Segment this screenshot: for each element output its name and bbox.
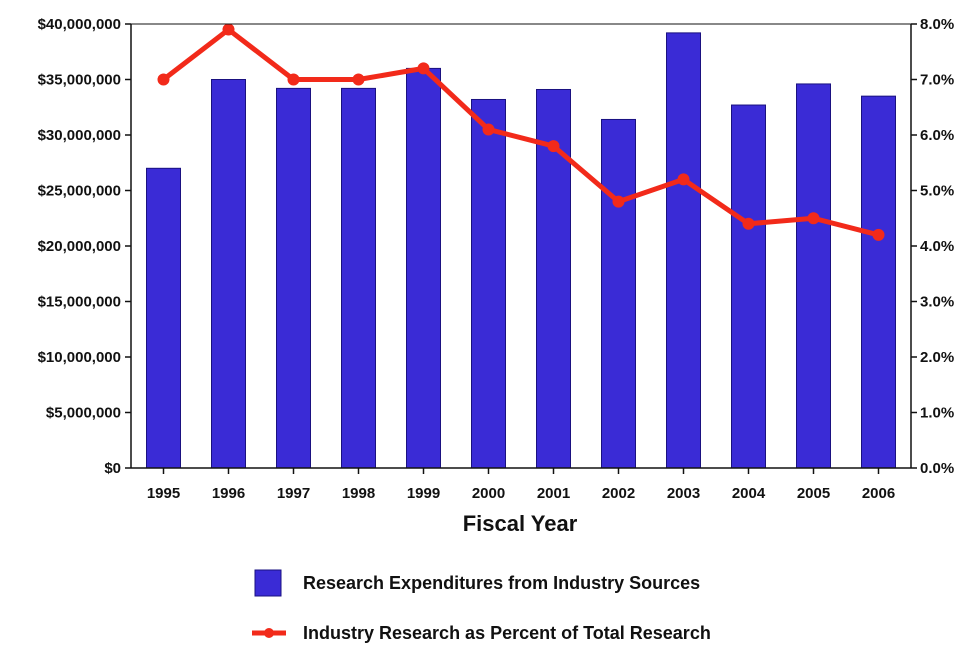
- percent-point-1995: [157, 73, 170, 86]
- percent-point-1996: [222, 23, 235, 36]
- legend-bar-label: Research Expenditures from Industry Sour…: [303, 573, 700, 593]
- x-axis-ticks: 1995 1996 1997 1998 1999 2000 2001 2002 2003 2004…: [147, 468, 895, 502]
- percent-point-2005: [807, 212, 820, 225]
- right-tick-label: 3.0%: [920, 294, 954, 311]
- bar-2003: [666, 32, 701, 469]
- x-tick-label: 2004: [732, 485, 766, 502]
- bar-1996: [211, 79, 246, 469]
- x-tick-label: 1999: [407, 485, 440, 502]
- right-tick-label: 1.0%: [920, 405, 954, 422]
- percent-point-2006: [872, 228, 885, 241]
- x-tick-label: 1995: [147, 485, 180, 502]
- left-tick-label: $25,000,000: [38, 183, 121, 200]
- bar-2006: [861, 95, 896, 469]
- left-tick-label: $40,000,000: [38, 16, 121, 33]
- bar-1998: [341, 87, 376, 469]
- right-tick-label: 6.0%: [920, 127, 954, 144]
- x-tick-label: 2002: [602, 485, 635, 502]
- bar-2000: [471, 98, 506, 469]
- legend-line-label: Industry Research as Percent of Total Re…: [303, 623, 711, 643]
- percent-point-2002: [612, 195, 625, 208]
- right-axis-ticks: 0.0% 1.0% 2.0% 3.0% 4.0% 5.0% 6.0% 7.0% 8.0%: [911, 16, 954, 477]
- right-tick-label: 4.0%: [920, 238, 954, 255]
- left-tick-label: $20,000,000: [38, 238, 121, 255]
- right-tick-label: 2.0%: [920, 349, 954, 366]
- percent-point-1999: [417, 62, 430, 75]
- left-tick-label: $0: [104, 460, 121, 477]
- percent-point-1997: [287, 73, 300, 86]
- left-tick-label: $35,000,000: [38, 72, 121, 89]
- percent-point-1998: [352, 73, 365, 86]
- x-tick-label: 1998: [342, 485, 375, 502]
- bars-group: [146, 32, 896, 469]
- percent-line: [161, 27, 881, 238]
- left-tick-label: $30,000,000: [38, 127, 121, 144]
- bar-2002: [601, 118, 636, 469]
- left-tick-label: $5,000,000: [46, 405, 121, 422]
- legend-line-marker: [264, 628, 274, 638]
- left-axis-ticks: $0 $5,000,000 $10,000,000 $15,000,000 $20,00…: [38, 16, 131, 477]
- legend: Research Expenditures from Industry Sour…: [252, 569, 711, 643]
- right-tick-label: 7.0%: [920, 72, 954, 89]
- x-tick-label: 1997: [277, 485, 310, 502]
- percent-point-2004: [742, 217, 755, 230]
- axes-group: [130, 23, 912, 469]
- bar-2005: [796, 83, 831, 469]
- line-group: [157, 23, 885, 241]
- x-tick-label: 2003: [667, 485, 700, 502]
- right-tick-label: 0.0%: [920, 460, 954, 477]
- bar-1999: [406, 67, 441, 469]
- percent-point-2001: [547, 140, 560, 153]
- bar-1995: [146, 167, 181, 469]
- x-tick-label: 1996: [212, 485, 245, 502]
- legend-bar-swatch: [254, 569, 282, 597]
- right-tick-label: 8.0%: [920, 16, 954, 33]
- percent-point-2000: [482, 123, 495, 136]
- x-axis-title: Fiscal Year: [463, 511, 578, 536]
- bar-1997: [276, 87, 311, 469]
- x-tick-label: 2005: [797, 485, 830, 502]
- x-tick-label: 2000: [472, 485, 505, 502]
- percent-point-2003: [677, 173, 690, 186]
- left-tick-label: $15,000,000: [38, 294, 121, 311]
- left-tick-label: $10,000,000: [38, 349, 121, 366]
- right-tick-label: 5.0%: [920, 183, 954, 200]
- x-tick-label: 2006: [862, 485, 895, 502]
- x-tick-label: 2001: [537, 485, 570, 502]
- bar-2004: [731, 104, 766, 469]
